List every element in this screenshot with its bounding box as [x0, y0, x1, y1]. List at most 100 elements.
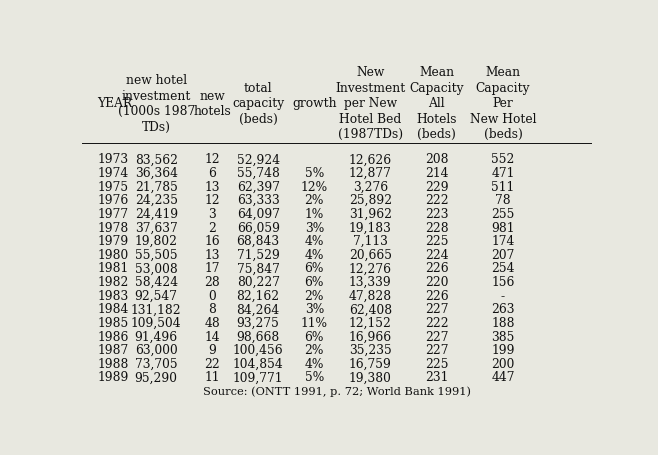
Text: 91,496: 91,496 — [135, 330, 178, 343]
Text: 47,828: 47,828 — [349, 289, 392, 302]
Text: 227: 227 — [425, 303, 448, 316]
Text: 447: 447 — [492, 371, 515, 384]
Text: 13,339: 13,339 — [349, 275, 392, 288]
Text: 24,419: 24,419 — [135, 207, 178, 220]
Text: 225: 225 — [425, 357, 448, 370]
Text: 92,547: 92,547 — [135, 289, 178, 302]
Text: 2: 2 — [209, 221, 216, 234]
Text: 225: 225 — [425, 235, 448, 248]
Text: 63,000: 63,000 — [135, 344, 178, 356]
Text: 214: 214 — [425, 167, 448, 180]
Text: 208: 208 — [425, 153, 448, 166]
Text: 188: 188 — [492, 316, 515, 329]
Text: 55,748: 55,748 — [237, 167, 280, 180]
Text: 36,364: 36,364 — [135, 167, 178, 180]
Text: 13: 13 — [205, 180, 220, 193]
Text: 1977: 1977 — [97, 207, 129, 220]
Text: 224: 224 — [425, 248, 449, 261]
Text: 174: 174 — [492, 235, 515, 248]
Text: -: - — [501, 289, 505, 302]
Text: 75,847: 75,847 — [237, 262, 280, 275]
Text: 229: 229 — [425, 180, 449, 193]
Text: 263: 263 — [492, 303, 515, 316]
Text: 9: 9 — [209, 344, 216, 356]
Text: 83,562: 83,562 — [135, 153, 178, 166]
Text: 254: 254 — [492, 262, 515, 275]
Text: 16,966: 16,966 — [349, 330, 392, 343]
Text: 2%: 2% — [305, 289, 324, 302]
Text: growth: growth — [292, 97, 337, 110]
Text: 12,276: 12,276 — [349, 262, 392, 275]
Text: 1986: 1986 — [97, 330, 129, 343]
Text: 100,456: 100,456 — [233, 344, 284, 356]
Text: 62,397: 62,397 — [237, 180, 280, 193]
Text: YEAR: YEAR — [97, 97, 133, 110]
Text: 20,665: 20,665 — [349, 248, 392, 261]
Text: 227: 227 — [425, 330, 448, 343]
Text: 12%: 12% — [301, 180, 328, 193]
Text: total
capacity
(beds): total capacity (beds) — [232, 82, 284, 126]
Text: 14: 14 — [205, 330, 220, 343]
Text: 78: 78 — [495, 194, 511, 207]
Text: 93,275: 93,275 — [237, 316, 280, 329]
Text: 68,843: 68,843 — [237, 235, 280, 248]
Text: 19,183: 19,183 — [349, 221, 392, 234]
Text: 1982: 1982 — [97, 275, 129, 288]
Text: 226: 226 — [425, 262, 449, 275]
Text: 1973: 1973 — [97, 153, 129, 166]
Text: new
hotels: new hotels — [193, 90, 231, 118]
Text: 4%: 4% — [305, 357, 324, 370]
Text: 12: 12 — [205, 194, 220, 207]
Text: 222: 222 — [425, 316, 449, 329]
Text: 24,235: 24,235 — [135, 194, 178, 207]
Text: 11: 11 — [205, 371, 220, 384]
Text: 95,290: 95,290 — [135, 371, 178, 384]
Text: 35,235: 35,235 — [349, 344, 392, 356]
Text: 82,162: 82,162 — [237, 289, 280, 302]
Text: 62,408: 62,408 — [349, 303, 392, 316]
Text: 71,529: 71,529 — [237, 248, 280, 261]
Text: 66,059: 66,059 — [237, 221, 280, 234]
Text: 53,008: 53,008 — [135, 262, 178, 275]
Text: 37,637: 37,637 — [135, 221, 178, 234]
Text: 1974: 1974 — [97, 167, 129, 180]
Text: 31,962: 31,962 — [349, 207, 392, 220]
Text: 227: 227 — [425, 344, 448, 356]
Text: 8: 8 — [209, 303, 216, 316]
Text: 84,264: 84,264 — [237, 303, 280, 316]
Text: 12,152: 12,152 — [349, 316, 392, 329]
Text: 25,892: 25,892 — [349, 194, 392, 207]
Text: 16,759: 16,759 — [349, 357, 392, 370]
Text: 226: 226 — [425, 289, 449, 302]
Text: new hotel
investment
(1000s 1987
TDs): new hotel investment (1000s 1987 TDs) — [118, 74, 195, 133]
Text: 255: 255 — [492, 207, 515, 220]
Text: 131,182: 131,182 — [131, 303, 182, 316]
Text: 3: 3 — [209, 207, 216, 220]
Text: 0: 0 — [209, 289, 216, 302]
Text: 55,505: 55,505 — [135, 248, 178, 261]
Text: 104,854: 104,854 — [233, 357, 284, 370]
Text: 1987: 1987 — [97, 344, 129, 356]
Text: 12,877: 12,877 — [349, 167, 392, 180]
Text: New
Investment
per New
Hotel Bed
(1987TDs): New Investment per New Hotel Bed (1987TD… — [335, 66, 405, 141]
Text: 3,276: 3,276 — [353, 180, 388, 193]
Text: Mean
Capacity
All
Hotels
(beds): Mean Capacity All Hotels (beds) — [409, 66, 464, 141]
Text: 12: 12 — [205, 153, 220, 166]
Text: 6%: 6% — [305, 330, 324, 343]
Text: 1976: 1976 — [97, 194, 129, 207]
Text: Source: (ONTT 1991, p. 72; World Bank 1991): Source: (ONTT 1991, p. 72; World Bank 19… — [203, 386, 471, 396]
Text: 13: 13 — [205, 248, 220, 261]
Text: 64,097: 64,097 — [237, 207, 280, 220]
Text: 5%: 5% — [305, 371, 324, 384]
Text: 21,785: 21,785 — [135, 180, 178, 193]
Text: 4%: 4% — [305, 248, 324, 261]
Text: 220: 220 — [425, 275, 448, 288]
Text: 58,424: 58,424 — [135, 275, 178, 288]
Text: 6%: 6% — [305, 262, 324, 275]
Text: 109,771: 109,771 — [233, 371, 284, 384]
Text: 3%: 3% — [305, 303, 324, 316]
Text: 1%: 1% — [305, 207, 324, 220]
Text: Mean
Capacity
Per
New Hotel
(beds): Mean Capacity Per New Hotel (beds) — [470, 66, 536, 141]
Text: 17: 17 — [205, 262, 220, 275]
Text: 385: 385 — [492, 330, 515, 343]
